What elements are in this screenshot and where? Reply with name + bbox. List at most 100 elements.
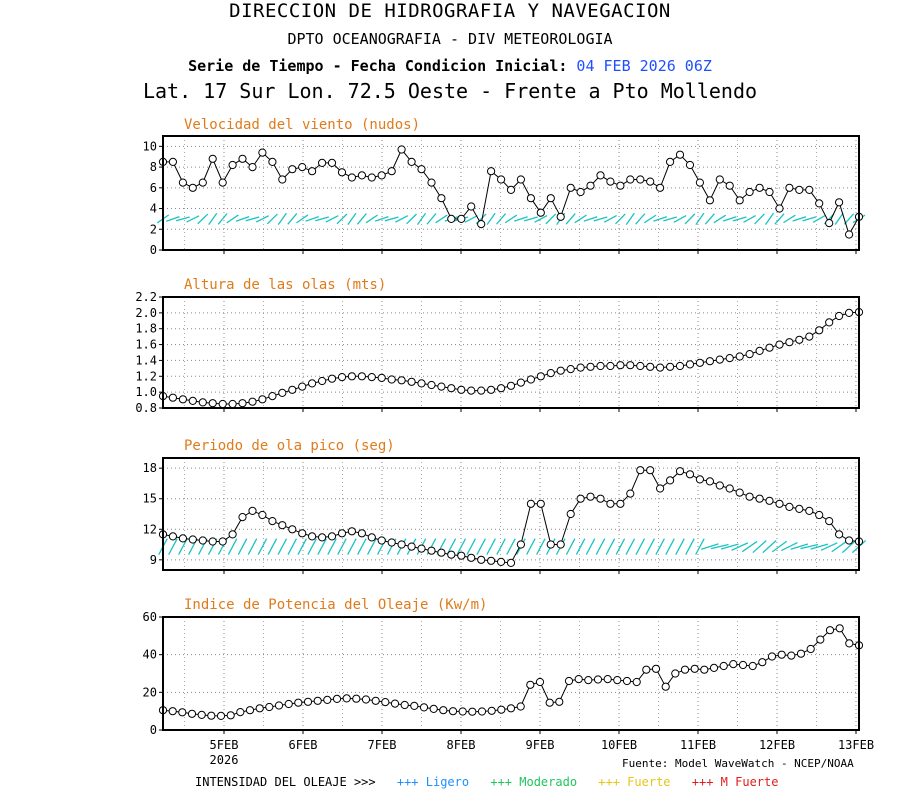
data-point bbox=[767, 652, 777, 661]
data-point bbox=[690, 664, 699, 673]
data-point bbox=[709, 663, 719, 673]
y-tick-label: 12 bbox=[143, 522, 157, 536]
panel-frame bbox=[162, 135, 860, 251]
data-point bbox=[381, 698, 390, 707]
data-point bbox=[666, 157, 675, 166]
data-point bbox=[497, 557, 506, 567]
x-tick-label: 6FEB bbox=[289, 738, 318, 752]
direction-arrow bbox=[287, 213, 298, 225]
data-point bbox=[216, 711, 226, 721]
data-point bbox=[198, 398, 207, 407]
data-point bbox=[298, 163, 307, 172]
direction-arrow bbox=[208, 212, 218, 225]
y-tick-label: 9 bbox=[150, 553, 157, 567]
direction-arrow bbox=[464, 215, 478, 223]
data-point bbox=[487, 167, 496, 176]
data-point bbox=[626, 175, 635, 184]
data-point bbox=[725, 354, 734, 363]
data-point bbox=[178, 178, 187, 187]
data-point bbox=[327, 374, 337, 383]
data-point bbox=[427, 380, 436, 390]
y-tick-label: 2.2 bbox=[135, 290, 157, 304]
data-point bbox=[556, 366, 565, 375]
direction-arrow bbox=[605, 538, 616, 555]
data-point bbox=[332, 694, 342, 704]
direction-arrow bbox=[186, 215, 200, 223]
y-tick-label: 1.2 bbox=[135, 369, 157, 383]
direction-arrow bbox=[593, 216, 608, 222]
data-point bbox=[636, 175, 645, 184]
data-point bbox=[656, 183, 665, 192]
data-point bbox=[593, 675, 603, 684]
data-point bbox=[805, 506, 814, 515]
legend-item-m-fuerte: +++ M Fuerte bbox=[691, 775, 779, 789]
y-tick-label: 1.0 bbox=[135, 385, 157, 399]
direction-arrow bbox=[356, 213, 367, 225]
panel-title: Periodo de ola pico (seg) bbox=[184, 438, 395, 454]
direction-arrow bbox=[347, 538, 357, 555]
data-point bbox=[606, 177, 615, 186]
data-point bbox=[719, 661, 728, 671]
data-point bbox=[516, 702, 525, 711]
direction-arrow bbox=[504, 214, 518, 224]
data-point bbox=[318, 533, 327, 542]
direction-arrow bbox=[684, 213, 696, 225]
data-point bbox=[457, 551, 466, 560]
data-point bbox=[825, 318, 834, 327]
data-point bbox=[197, 710, 206, 720]
header-location: Lat. 17 Sur Lon. 72.5 Oeste - Frente a P… bbox=[142, 79, 758, 103]
direction-arrow bbox=[384, 216, 399, 222]
data-point bbox=[729, 660, 738, 669]
data-point bbox=[815, 199, 824, 208]
direction-arrow bbox=[752, 540, 767, 554]
direction-arrow bbox=[526, 538, 536, 555]
data-point bbox=[675, 361, 685, 371]
data-point bbox=[603, 675, 612, 684]
data-point bbox=[777, 650, 786, 659]
data-point bbox=[278, 388, 287, 397]
data-point bbox=[526, 194, 536, 203]
data-point bbox=[758, 658, 767, 667]
direction-arrow bbox=[534, 215, 548, 223]
panel-frame bbox=[162, 616, 860, 731]
data-point bbox=[536, 372, 545, 381]
data-point bbox=[218, 178, 227, 187]
data-point bbox=[656, 363, 665, 372]
direction-arrow bbox=[257, 538, 268, 555]
data-point bbox=[835, 530, 844, 539]
direction-arrow bbox=[406, 213, 418, 225]
direction-arrow bbox=[595, 538, 606, 555]
data-point bbox=[347, 372, 356, 381]
direction-arrow bbox=[536, 538, 546, 555]
data-point bbox=[387, 167, 396, 176]
data-point bbox=[208, 537, 217, 546]
data-point bbox=[835, 624, 844, 633]
data-point bbox=[735, 488, 744, 497]
legend-item-ligero: +++ Ligero bbox=[396, 775, 470, 789]
direction-arrow bbox=[812, 214, 826, 223]
data-point bbox=[308, 167, 317, 176]
direction-arrow bbox=[685, 538, 695, 555]
data-point bbox=[357, 171, 366, 180]
data-point bbox=[646, 466, 655, 475]
data-point bbox=[596, 494, 605, 503]
direction-arrow bbox=[701, 543, 719, 550]
direction-arrow bbox=[166, 215, 180, 222]
data-point bbox=[705, 477, 715, 486]
direction-arrow bbox=[197, 213, 209, 225]
data-point bbox=[675, 467, 685, 476]
data-point bbox=[208, 154, 217, 163]
direction-arrow bbox=[665, 538, 675, 555]
legend-item-fuerte: +++ Fuerte bbox=[598, 775, 671, 789]
data-point bbox=[735, 196, 744, 205]
data-point bbox=[468, 707, 477, 716]
y-tick-label: 0.8 bbox=[135, 401, 157, 415]
data-point bbox=[327, 532, 337, 541]
data-point bbox=[397, 145, 406, 154]
data-point bbox=[352, 694, 361, 703]
data-point bbox=[626, 361, 635, 370]
data-point bbox=[323, 695, 332, 705]
data-point bbox=[357, 372, 366, 381]
data-point bbox=[347, 173, 356, 182]
data-point bbox=[574, 675, 583, 684]
